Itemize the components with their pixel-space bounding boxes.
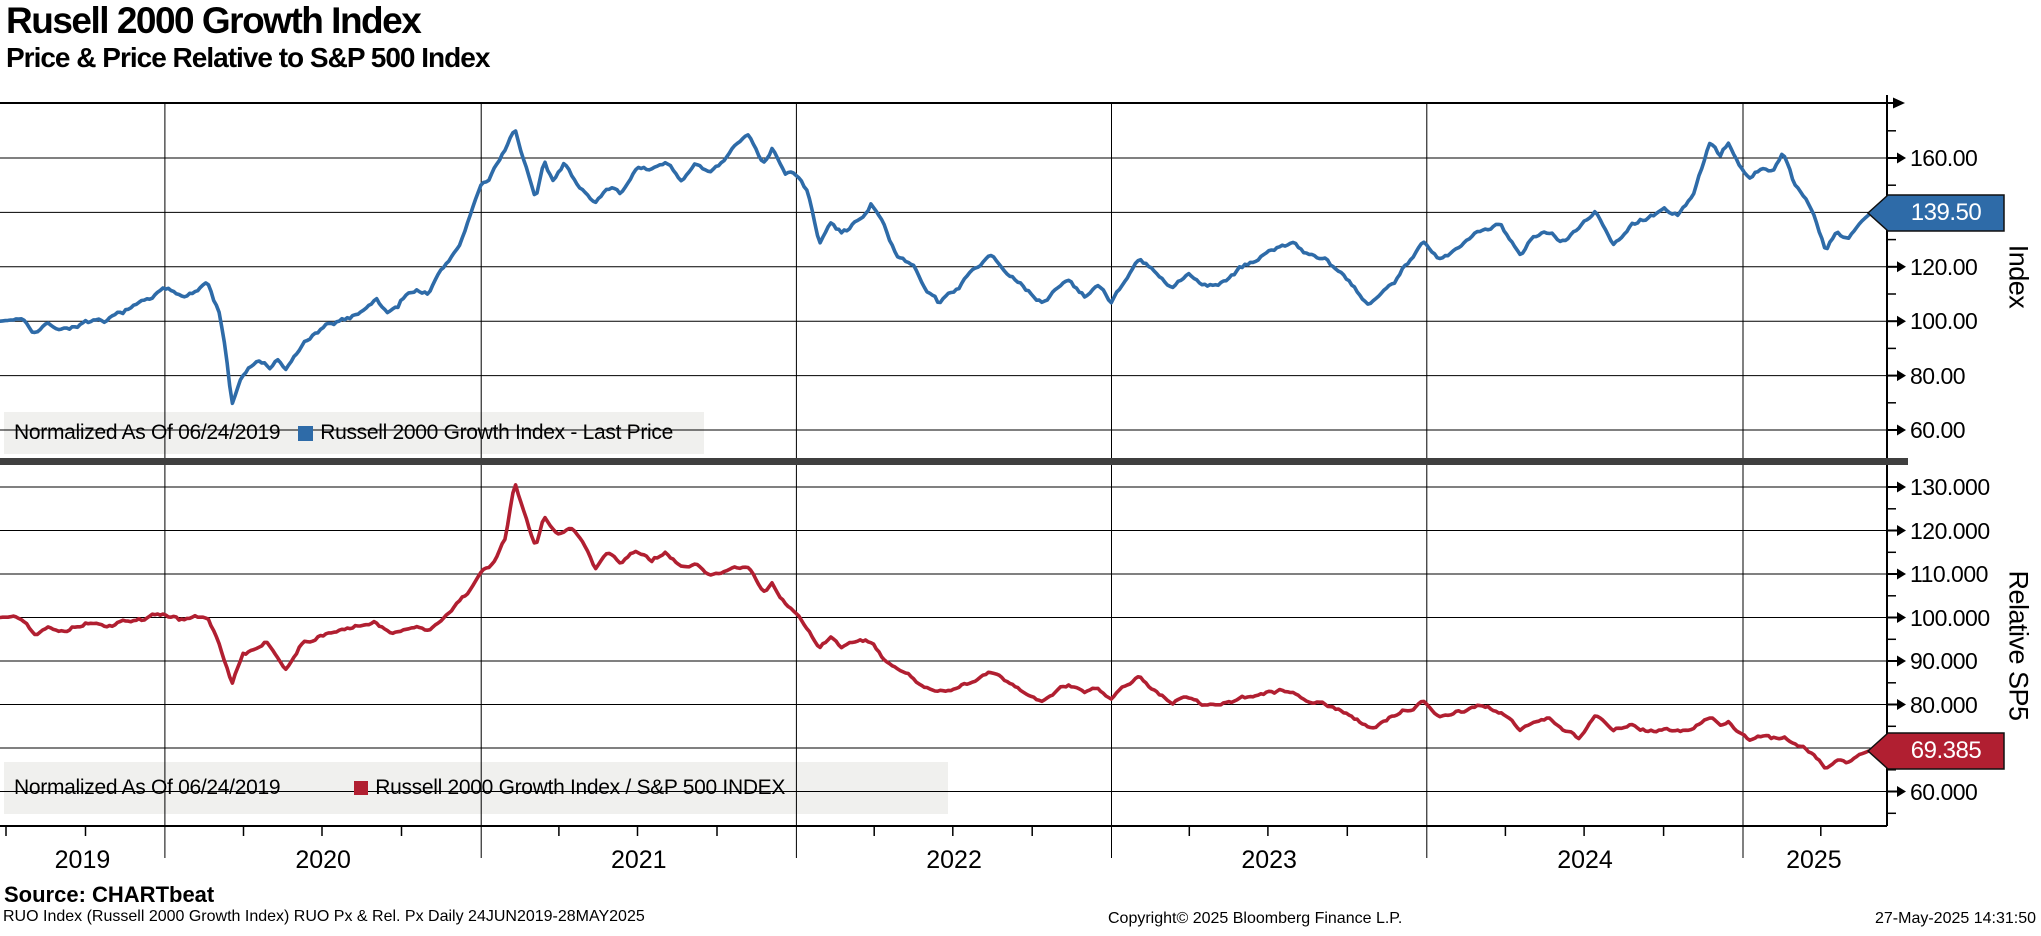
x-tick-label-year: 2019: [54, 846, 111, 874]
panel-divider: [0, 458, 1908, 465]
x-tick-label-year: 2020: [295, 846, 351, 874]
y-tick-label-top: 100.00: [1910, 308, 1978, 335]
x-tick-label-year: 2024: [1557, 846, 1613, 874]
red-series-marker-icon: [354, 781, 369, 795]
blue-series-marker-icon: [298, 425, 314, 441]
page-subtitle: Price & Price Relative to S&P 500 Index: [6, 42, 490, 73]
y-tick-label-bottom: 80.000: [1910, 691, 1978, 718]
y-tick-label-bottom: 110.000: [1910, 561, 1988, 587]
legend-top-normalized-note: Normalized As Of 06/24/2019: [14, 421, 281, 444]
chart-meta-label: RUO Index (Russell 2000 Growth Index) RU…: [3, 908, 645, 925]
x-tick-label-year: 2021: [610, 846, 667, 874]
y-tick-label-bottom: 100.000: [1910, 604, 1990, 631]
timestamp-label: 27-May-2025 14:31:50: [1875, 910, 2036, 927]
y-tick-label-bottom: 130.000: [1910, 474, 1990, 500]
copyright-label: Copyright© 2025 Bloomberg Finance L.P.: [1108, 910, 1403, 927]
legend-bottom-normalized-note: Normalized As Of 06/24/2019: [14, 776, 281, 799]
y-tick-label-top: 160.00: [1910, 145, 1978, 171]
y-tick-label-bottom: 120.000: [1910, 517, 1990, 544]
x-tick-label-year: 2025: [1786, 846, 1842, 874]
last-price-badge-bottom[interactable]: 69.385: [1910, 737, 1982, 764]
x-tick-label-year: 2023: [1241, 846, 1297, 874]
last-price-badge-top[interactable]: 139.50: [1910, 199, 1982, 226]
y-tick-label-top: 60.00: [1910, 417, 1966, 443]
relative-line-series: [0, 483, 1872, 770]
y-tick-label-top: 120.00: [1910, 253, 1978, 280]
y-tick-label-top: 80.00: [1910, 362, 1966, 389]
legend-top[interactable]: Normalized As Of 06/24/2019 Russell 2000…: [14, 412, 704, 454]
chart-header: Rusell 2000 Growth Index Price & Price R…: [6, 0, 490, 74]
price-line-series: [0, 129, 1872, 406]
y-tick-label-bottom: 90.000: [1910, 648, 1978, 674]
legend-top-series-label[interactable]: Russell 2000 Growth Index - Last Price: [320, 421, 674, 444]
source-label: Source: CHARTbeat: [4, 882, 215, 907]
legend-bottom[interactable]: Normalized As Of 06/24/2019 Russell 2000…: [14, 762, 944, 814]
legend-bottom-series-label[interactable]: Russell 2000 Growth Index / S&P 500 INDE…: [375, 776, 786, 799]
y-tick-label-bottom: 60.000: [1910, 778, 1978, 805]
page-title: Rusell 2000 Growth Index: [6, 0, 422, 41]
x-tick-label-year: 2022: [926, 846, 982, 874]
